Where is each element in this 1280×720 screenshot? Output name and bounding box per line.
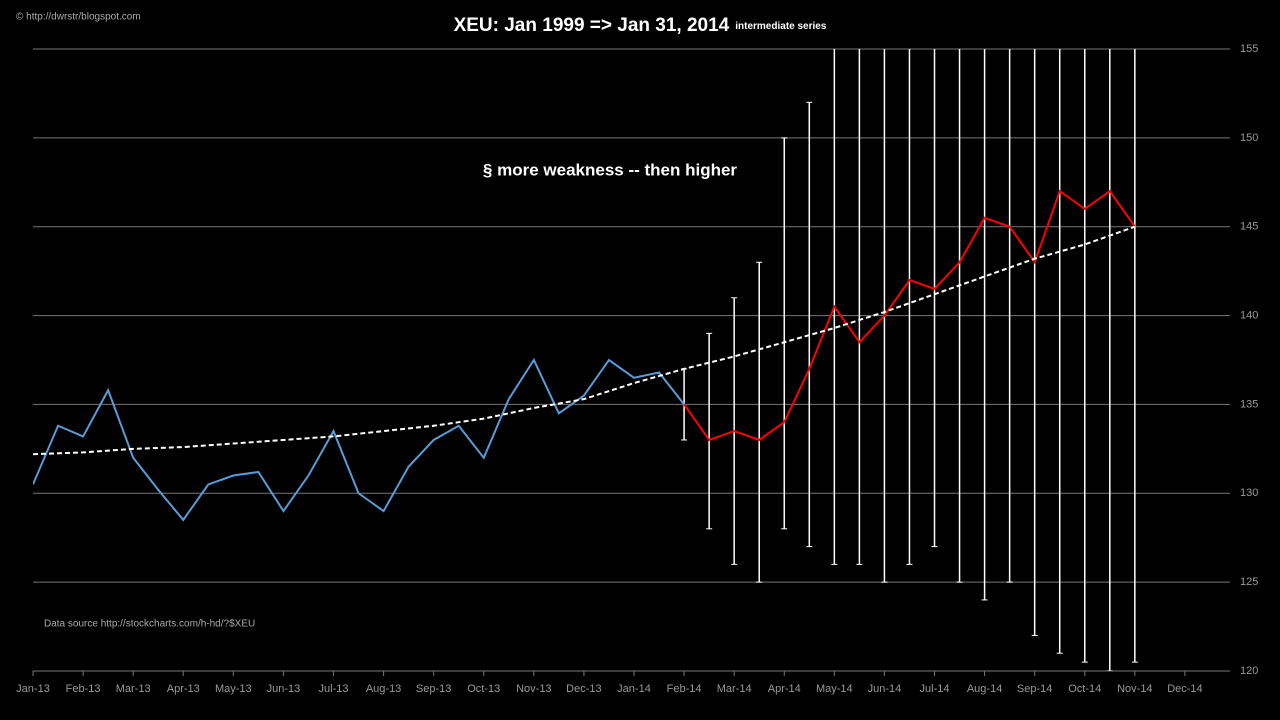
x-tick-label: Mar-14 [717,683,752,695]
y-tick-label: 120 [1240,665,1258,677]
series-line [33,357,685,522]
credit: © http://dwrstr/blogspot.com [16,12,141,23]
x-tick-label: Mar-13 [116,683,151,695]
x-tick-label: Aug-13 [366,683,401,695]
grid: 120 125 130 135 140 145 150 155 Jan-13 Feb-13 Mar-… [16,43,1258,695]
y-tick-label: 135 [1240,398,1258,410]
x-tick-label: Feb-13 [66,683,101,695]
x-tick-label: Sep-14 [1017,683,1052,695]
x-tick-label: May-13 [215,683,252,695]
x-tick-label: Oct-14 [1068,683,1101,695]
source: Data source http://stockcharts.com/h-hd/… [44,619,255,630]
x-tick-label: Apr-13 [167,683,200,695]
x-tick-label: Jul-14 [920,683,950,695]
y-tick-label: 150 [1240,132,1258,144]
marks [33,49,1138,671]
y-tick-label: 145 [1240,221,1258,233]
x-tick-label: Nov-14 [1117,683,1152,695]
x-tick-label: Feb-14 [667,683,702,695]
series-line [33,225,1136,456]
subtitle: intermediate series [735,21,827,32]
x-tick-label: Nov-13 [516,683,551,695]
x-tick-label: Sep-13 [416,683,451,695]
title: XEU: Jan 1999 => Jan 31, 2014 [454,15,730,36]
series-line [683,189,1136,442]
y-tick-label: 140 [1240,309,1258,321]
x-tick-label: Apr-14 [768,683,801,695]
y-tick-label: 155 [1240,43,1258,55]
y-tick-label: 125 [1240,576,1258,588]
chart-title: XEU: Jan 1999 => Jan 31, 2014 intermediat… [454,15,827,36]
x-tick-label: Aug-14 [967,683,1002,695]
x-tick-label: Oct-13 [467,683,500,695]
y-tick-label: 130 [1240,487,1258,499]
x-tick-label: Dec-14 [1167,683,1202,695]
x-tick-label: Jan-13 [16,683,50,695]
x-tick-label: Dec-13 [566,683,601,695]
annotation: § more weakness -- then higher [483,160,738,179]
x-tick-label: Jan-14 [617,683,651,695]
x-tick-label: Jun-13 [267,683,301,695]
x-tick-label: Jul-13 [319,683,349,695]
x-tick-label: May-14 [816,683,853,695]
x-tick-label: Jun-14 [868,683,902,695]
